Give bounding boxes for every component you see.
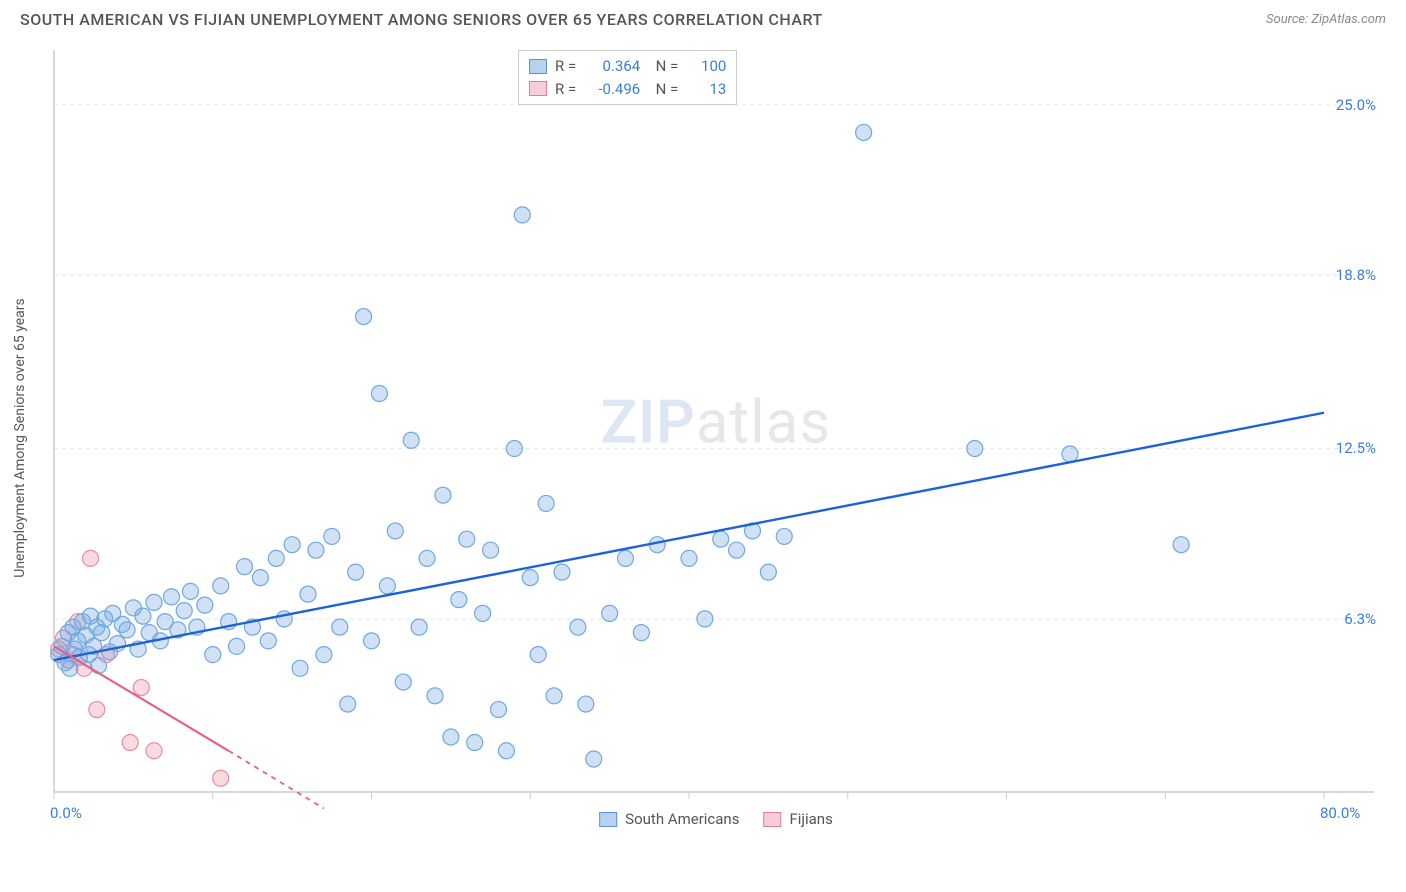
scatter-plot	[48, 44, 1384, 832]
legend-swatch	[529, 59, 547, 74]
y-tick-label: 6.3%	[1344, 610, 1376, 628]
stat-n-label: N =	[648, 78, 678, 101]
source-label: Source: ZipAtlas.com	[1266, 12, 1386, 27]
chart-area: Unemployment Among Seniors over 65 years…	[48, 44, 1384, 832]
y-tick-label: 18.8%	[1336, 266, 1376, 284]
legend-swatch	[763, 812, 781, 827]
stats-box: R = 0.364 N = 100 R = -0.496 N = 13	[518, 50, 737, 105]
y-tick-label: 25.0%	[1336, 96, 1376, 114]
bottom-legend: South Americans Fijians	[599, 810, 833, 828]
stat-r-label: R =	[555, 78, 576, 101]
legend-swatch	[529, 81, 547, 96]
legend-label: Fijians	[789, 810, 832, 828]
legend-item: South Americans	[599, 810, 739, 828]
x-tick-label: 80.0%	[1320, 804, 1360, 822]
legend-item: Fijians	[763, 810, 832, 828]
stat-n-label: N =	[648, 55, 678, 78]
chart-title: SOUTH AMERICAN VS FIJIAN UNEMPLOYMENT AM…	[20, 10, 823, 29]
legend-swatch	[599, 812, 617, 827]
stat-r-label: R =	[555, 55, 576, 78]
stat-n-value: 100	[686, 55, 726, 78]
stat-n-value: 13	[686, 78, 726, 101]
y-tick-label: 12.5%	[1336, 439, 1376, 457]
stats-row: R = -0.496 N = 13	[529, 78, 726, 101]
stat-r-value: -0.496	[584, 78, 640, 101]
x-tick-label: 0.0%	[50, 804, 82, 822]
stats-row: R = 0.364 N = 100	[529, 55, 726, 78]
y-axis-label: Unemployment Among Seniors over 65 years	[12, 298, 28, 578]
legend-label: South Americans	[625, 810, 739, 828]
header: SOUTH AMERICAN VS FIJIAN UNEMPLOYMENT AM…	[0, 0, 1406, 35]
stat-r-value: 0.364	[584, 55, 640, 78]
